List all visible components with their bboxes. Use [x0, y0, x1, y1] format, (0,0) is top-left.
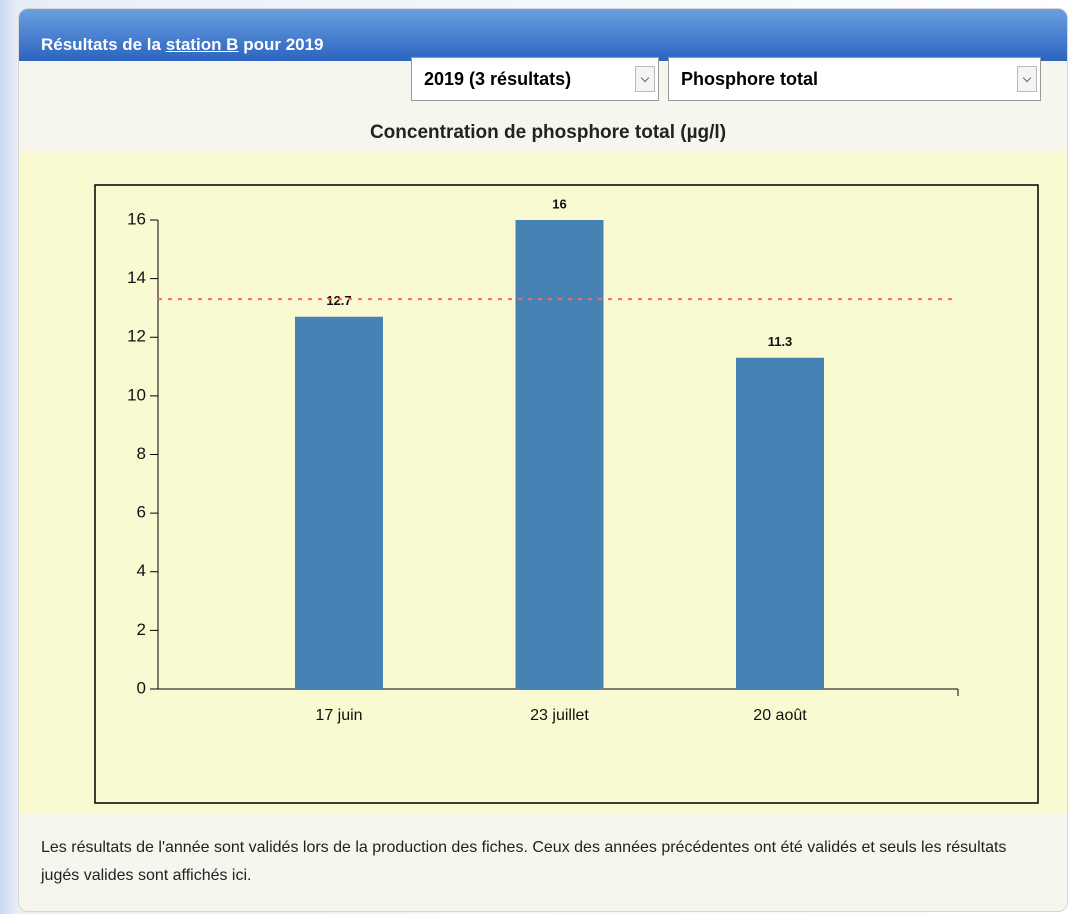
- data-label: 11.3: [768, 334, 793, 349]
- year-select[interactable]: 2019 (3 résultats): [411, 57, 659, 101]
- y-tick-label: 6: [137, 503, 146, 522]
- parameter-select[interactable]: Phosphore total: [668, 57, 1041, 101]
- y-tick-label: 0: [137, 678, 146, 697]
- note: Les résultats de l'année sont validés lo…: [41, 839, 1007, 884]
- station-link[interactable]: station B: [165, 35, 239, 54]
- x-tick-label: 20 août: [753, 707, 807, 724]
- y-tick-label: 8: [137, 444, 146, 463]
- y-tick-label: 4: [137, 561, 146, 580]
- bar: [515, 220, 604, 689]
- x-tick-label: 17 juin: [315, 707, 362, 724]
- data-label: 16: [552, 196, 566, 211]
- chart-frame: [94, 184, 1039, 804]
- bar: [736, 357, 824, 689]
- title-prefix: Résultats de la: [41, 35, 161, 54]
- x-tick-label: 23 juillet: [530, 707, 589, 724]
- y-tick-label: 2: [137, 620, 146, 639]
- title-suffix: pour 2019: [243, 35, 324, 54]
- dropdown-arrow[interactable]: [635, 66, 655, 92]
- year-value: 2019 (3 résultats): [424, 69, 572, 89]
- y-tick-label: 12: [127, 327, 146, 346]
- dropdown-arrow[interactable]: [1017, 66, 1037, 92]
- header-title: Résultats de la station B pour 2019: [41, 35, 324, 55]
- y-tick-label: 16: [127, 209, 146, 228]
- y-tick-label: 14: [127, 268, 146, 287]
- header: Résultats de la station B pour 2019: [19, 9, 1067, 61]
- parameter-value: Phosphore total: [681, 69, 819, 89]
- data-label: 12.7: [326, 293, 351, 308]
- chart-title: Concentration de phosphore total (µg/l): [370, 122, 726, 143]
- bar: [295, 316, 383, 689]
- y-tick-label: 10: [127, 385, 146, 404]
